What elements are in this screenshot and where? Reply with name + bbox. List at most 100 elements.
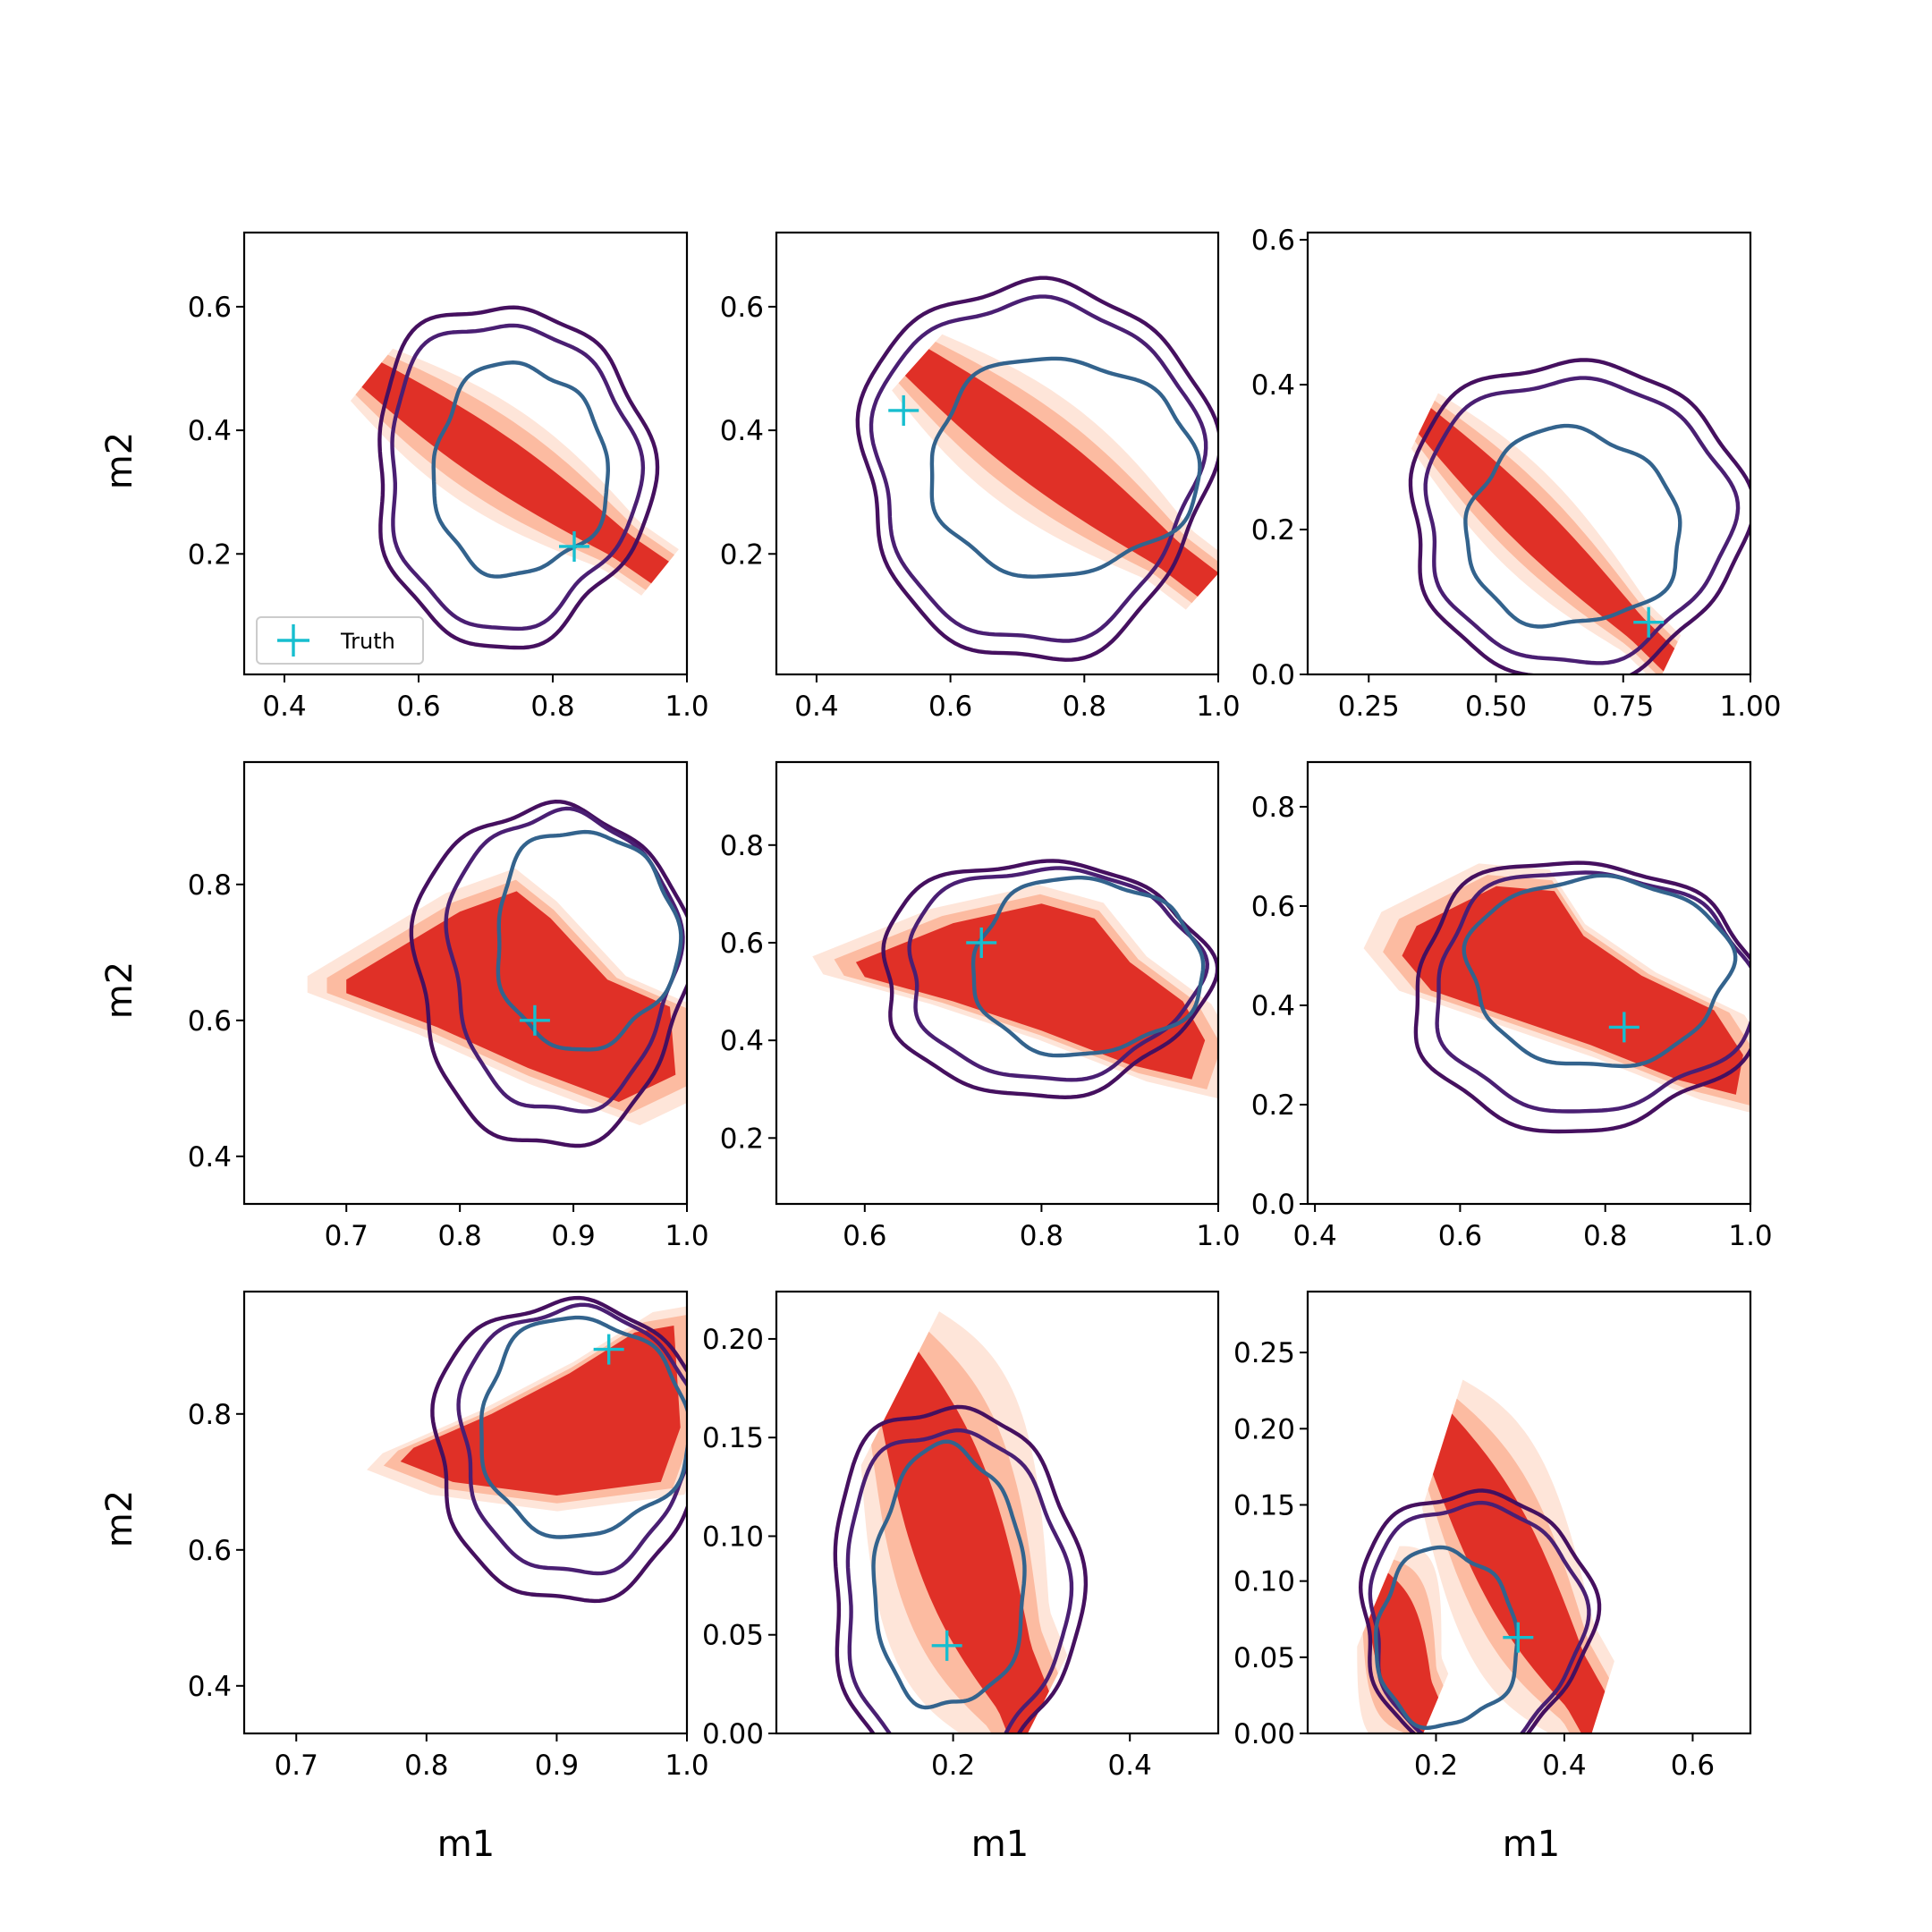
y-tick-label: 0.2 — [1251, 514, 1295, 547]
contour-outer — [430, 1295, 687, 1604]
y-axis-label-row-2: m2 — [99, 962, 140, 1019]
x-tick-label: 1.0 — [1196, 1220, 1240, 1252]
contour-outer — [1413, 860, 1750, 1134]
y-tick-label: 0.20 — [1233, 1413, 1295, 1445]
x-tick-label: 0.8 — [437, 1220, 481, 1252]
contour-inner — [871, 1439, 1027, 1710]
x-tick-label: 1.0 — [1728, 1220, 1772, 1252]
contour-middle — [456, 1302, 687, 1576]
legend-label-truth: Truth — [340, 629, 395, 654]
y-tick-label: 0.4 — [1251, 369, 1295, 402]
contour-middle — [444, 806, 685, 1114]
panel-2: 0.4 0.6 0.8 1.0 0.2 0.4 0.6 — [720, 231, 1241, 723]
panel-1: 0.4 0.6 0.8 1.0 0.2 0.4 0.6 Truth — [188, 231, 709, 723]
y-tick-label: 0.2 — [720, 538, 764, 571]
y-tick-label: 0.2 — [188, 538, 232, 571]
plot-area — [307, 800, 687, 1148]
y-tick-label: 0.8 — [720, 830, 764, 862]
contour-inner — [496, 829, 683, 1052]
y-tick-label: 0.2 — [720, 1123, 764, 1155]
truth-marker — [559, 530, 589, 562]
plot-area — [833, 1311, 1089, 1733]
density-fill-level-3 — [881, 1352, 1049, 1733]
panel-7: 0.7 0.8 0.9 1.0 0.4 0.6 0.8 — [188, 1290, 709, 1782]
y-tick-label: 0.4 — [188, 1671, 232, 1703]
x-tick-label: 0.2 — [931, 1750, 975, 1782]
contour-outer — [881, 859, 1218, 1099]
x-tick-label: 0.4 — [262, 691, 306, 723]
x-tick-label: 0.6 — [396, 691, 440, 723]
truth-marker — [1633, 606, 1665, 638]
y-tick-label: 0.15 — [702, 1422, 764, 1454]
x-tick-label: 0.9 — [535, 1750, 579, 1782]
y-tick-label: 0.05 — [702, 1620, 764, 1652]
panel-grid: 0.4 0.6 0.8 1.0 0.2 0.4 0.6 Truth 0.4 0.6 0.8 1.0 0.… — [188, 225, 1782, 1782]
truth-marker — [888, 394, 919, 426]
contour-middle — [869, 294, 1208, 643]
x-tick-label: 0.4 — [1542, 1750, 1586, 1782]
density-fill-level-3 — [1418, 408, 1675, 672]
y-tick-label: 0.6 — [188, 292, 232, 324]
x-tick-label: 0.7 — [325, 1220, 369, 1252]
y-tick-label: 0.25 — [1233, 1337, 1295, 1369]
y-tick-label: 0.2 — [1251, 1089, 1295, 1122]
x-tick-label: 1.0 — [665, 691, 708, 723]
x-tick-label: 0.8 — [404, 1750, 448, 1782]
contour-inner — [1374, 1545, 1520, 1730]
contour-outer — [855, 275, 1218, 662]
truth-marker — [1503, 1622, 1534, 1653]
contour-outer — [833, 1404, 1089, 1733]
contour-middle — [1435, 870, 1750, 1114]
x-tick-label: 0.4 — [1108, 1750, 1152, 1782]
y-tick-label: 0.15 — [1233, 1489, 1295, 1521]
x-tick-label: 0.7 — [275, 1750, 318, 1782]
y-tick-label: 0.4 — [188, 415, 232, 447]
contour-outer — [409, 800, 687, 1148]
axes-frame — [775, 231, 1220, 676]
plot-area — [812, 859, 1218, 1099]
contour-inner — [479, 1315, 687, 1539]
contour-outer — [1359, 1488, 1602, 1733]
panel-9: 0.2 0.4 0.6 0.00 0.05 0.10 0.15 0.20 0.25 — [1233, 1290, 1752, 1782]
axes-frame — [775, 760, 1220, 1206]
contour-inner — [929, 356, 1202, 579]
x-tick-label: 0.50 — [1465, 691, 1527, 723]
x-tick-label: 0.9 — [551, 1220, 595, 1252]
axes-frame — [775, 1290, 1220, 1735]
x-tick-label: 0.6 — [928, 691, 972, 723]
plot-area — [350, 305, 679, 650]
legend: Truth — [256, 616, 424, 665]
legend-truth-marker — [277, 624, 309, 657]
x-tick-label: 0.8 — [1020, 1220, 1063, 1252]
density-fill-level-3 — [1368, 1572, 1439, 1733]
density-fill-level-3 — [361, 362, 669, 584]
y-tick-label: 0.10 — [702, 1521, 764, 1553]
contour-middle — [1423, 376, 1741, 665]
plot-area — [1408, 358, 1750, 674]
y-axis-label-row-1: m2 — [99, 432, 140, 489]
x-tick-label: 1.0 — [665, 1750, 708, 1782]
y-tick-label: 0.6 — [188, 1005, 232, 1038]
panel-3: 0.25 0.50 0.75 1.00 0.0 0.2 0.4 0.6 — [1251, 225, 1782, 723]
truth-marker — [519, 1004, 550, 1036]
axes-frame — [1306, 1290, 1752, 1735]
contour-middle — [390, 323, 646, 631]
axes-frame — [242, 231, 689, 676]
legend-box — [256, 616, 424, 665]
y-tick-label: 0.4 — [720, 1025, 764, 1057]
x-axis-label-col-3: m1 — [1503, 1824, 1560, 1865]
plot-area — [367, 1295, 687, 1604]
x-axis-label-col-1: m1 — [437, 1824, 495, 1865]
y-axis-label-row-3: m2 — [99, 1490, 140, 1547]
x-tick-label: 0.6 — [843, 1220, 886, 1252]
x-tick-label: 1.0 — [1196, 691, 1240, 723]
y-tick-label: 0.6 — [188, 1535, 232, 1567]
contour-inner — [1462, 873, 1738, 1069]
y-tick-label: 0.20 — [702, 1324, 764, 1356]
y-tick-label: 0.6 — [1251, 891, 1295, 923]
x-tick-label: 1.00 — [1719, 691, 1781, 723]
x-tick-label: 0.25 — [1338, 691, 1400, 723]
y-tick-label: 0.6 — [1251, 225, 1295, 257]
axes-frame — [242, 760, 689, 1206]
panel-5: 0.6 0.8 1.0 0.2 0.4 0.6 0.8 — [720, 760, 1241, 1252]
